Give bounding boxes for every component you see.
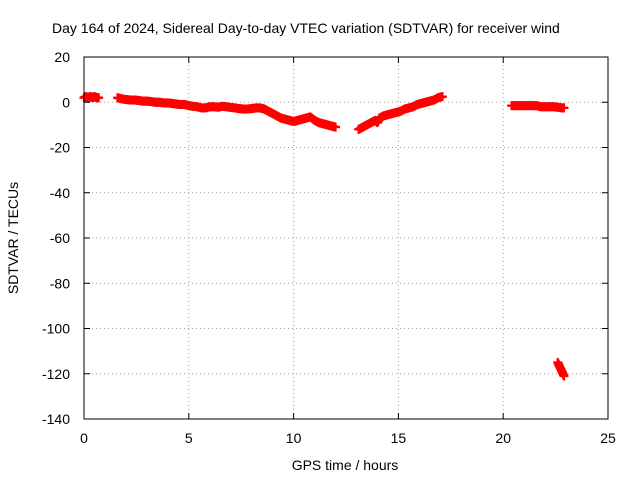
x-tick-label: 25 xyxy=(600,430,616,446)
x-tick-label: 20 xyxy=(495,430,511,446)
y-tick-label: -60 xyxy=(50,230,70,246)
data-point xyxy=(558,370,568,380)
chart-title: Day 164 of 2024, Sidereal Day-to-day VTE… xyxy=(52,20,560,36)
x-axis-label: GPS time / hours xyxy=(292,457,399,473)
y-tick-label: 20 xyxy=(54,49,70,65)
x-tick-label: 15 xyxy=(391,430,407,446)
x-tick-label: 5 xyxy=(185,430,193,446)
data-point xyxy=(436,92,446,102)
x-tick-label: 0 xyxy=(80,430,88,446)
x-tick-label: 10 xyxy=(286,430,302,446)
y-tick-label: -20 xyxy=(50,140,70,156)
data-point xyxy=(329,122,339,132)
plot-frame xyxy=(83,56,609,420)
data-point xyxy=(558,103,568,113)
y-tick-label: -100 xyxy=(42,321,70,337)
y-tick-label: -120 xyxy=(42,366,70,382)
y-tick-label: -140 xyxy=(42,411,70,427)
y-tick-label: -40 xyxy=(50,185,70,201)
y-axis-label: SDTVAR / TECUs xyxy=(5,182,21,294)
axis-layer: 0 5 10 15 20 25 20 0 -20 -40 -60 -80 -100 -120 -140 xyxy=(42,49,616,446)
data-point xyxy=(93,93,103,103)
y-tick-label: -80 xyxy=(50,275,70,291)
data-layer xyxy=(79,92,569,381)
y-tick-label: 0 xyxy=(62,94,70,110)
grid-layer xyxy=(84,57,608,419)
label-layer: Day 164 of 2024, Sidereal Day-to-day VTE… xyxy=(5,20,560,473)
